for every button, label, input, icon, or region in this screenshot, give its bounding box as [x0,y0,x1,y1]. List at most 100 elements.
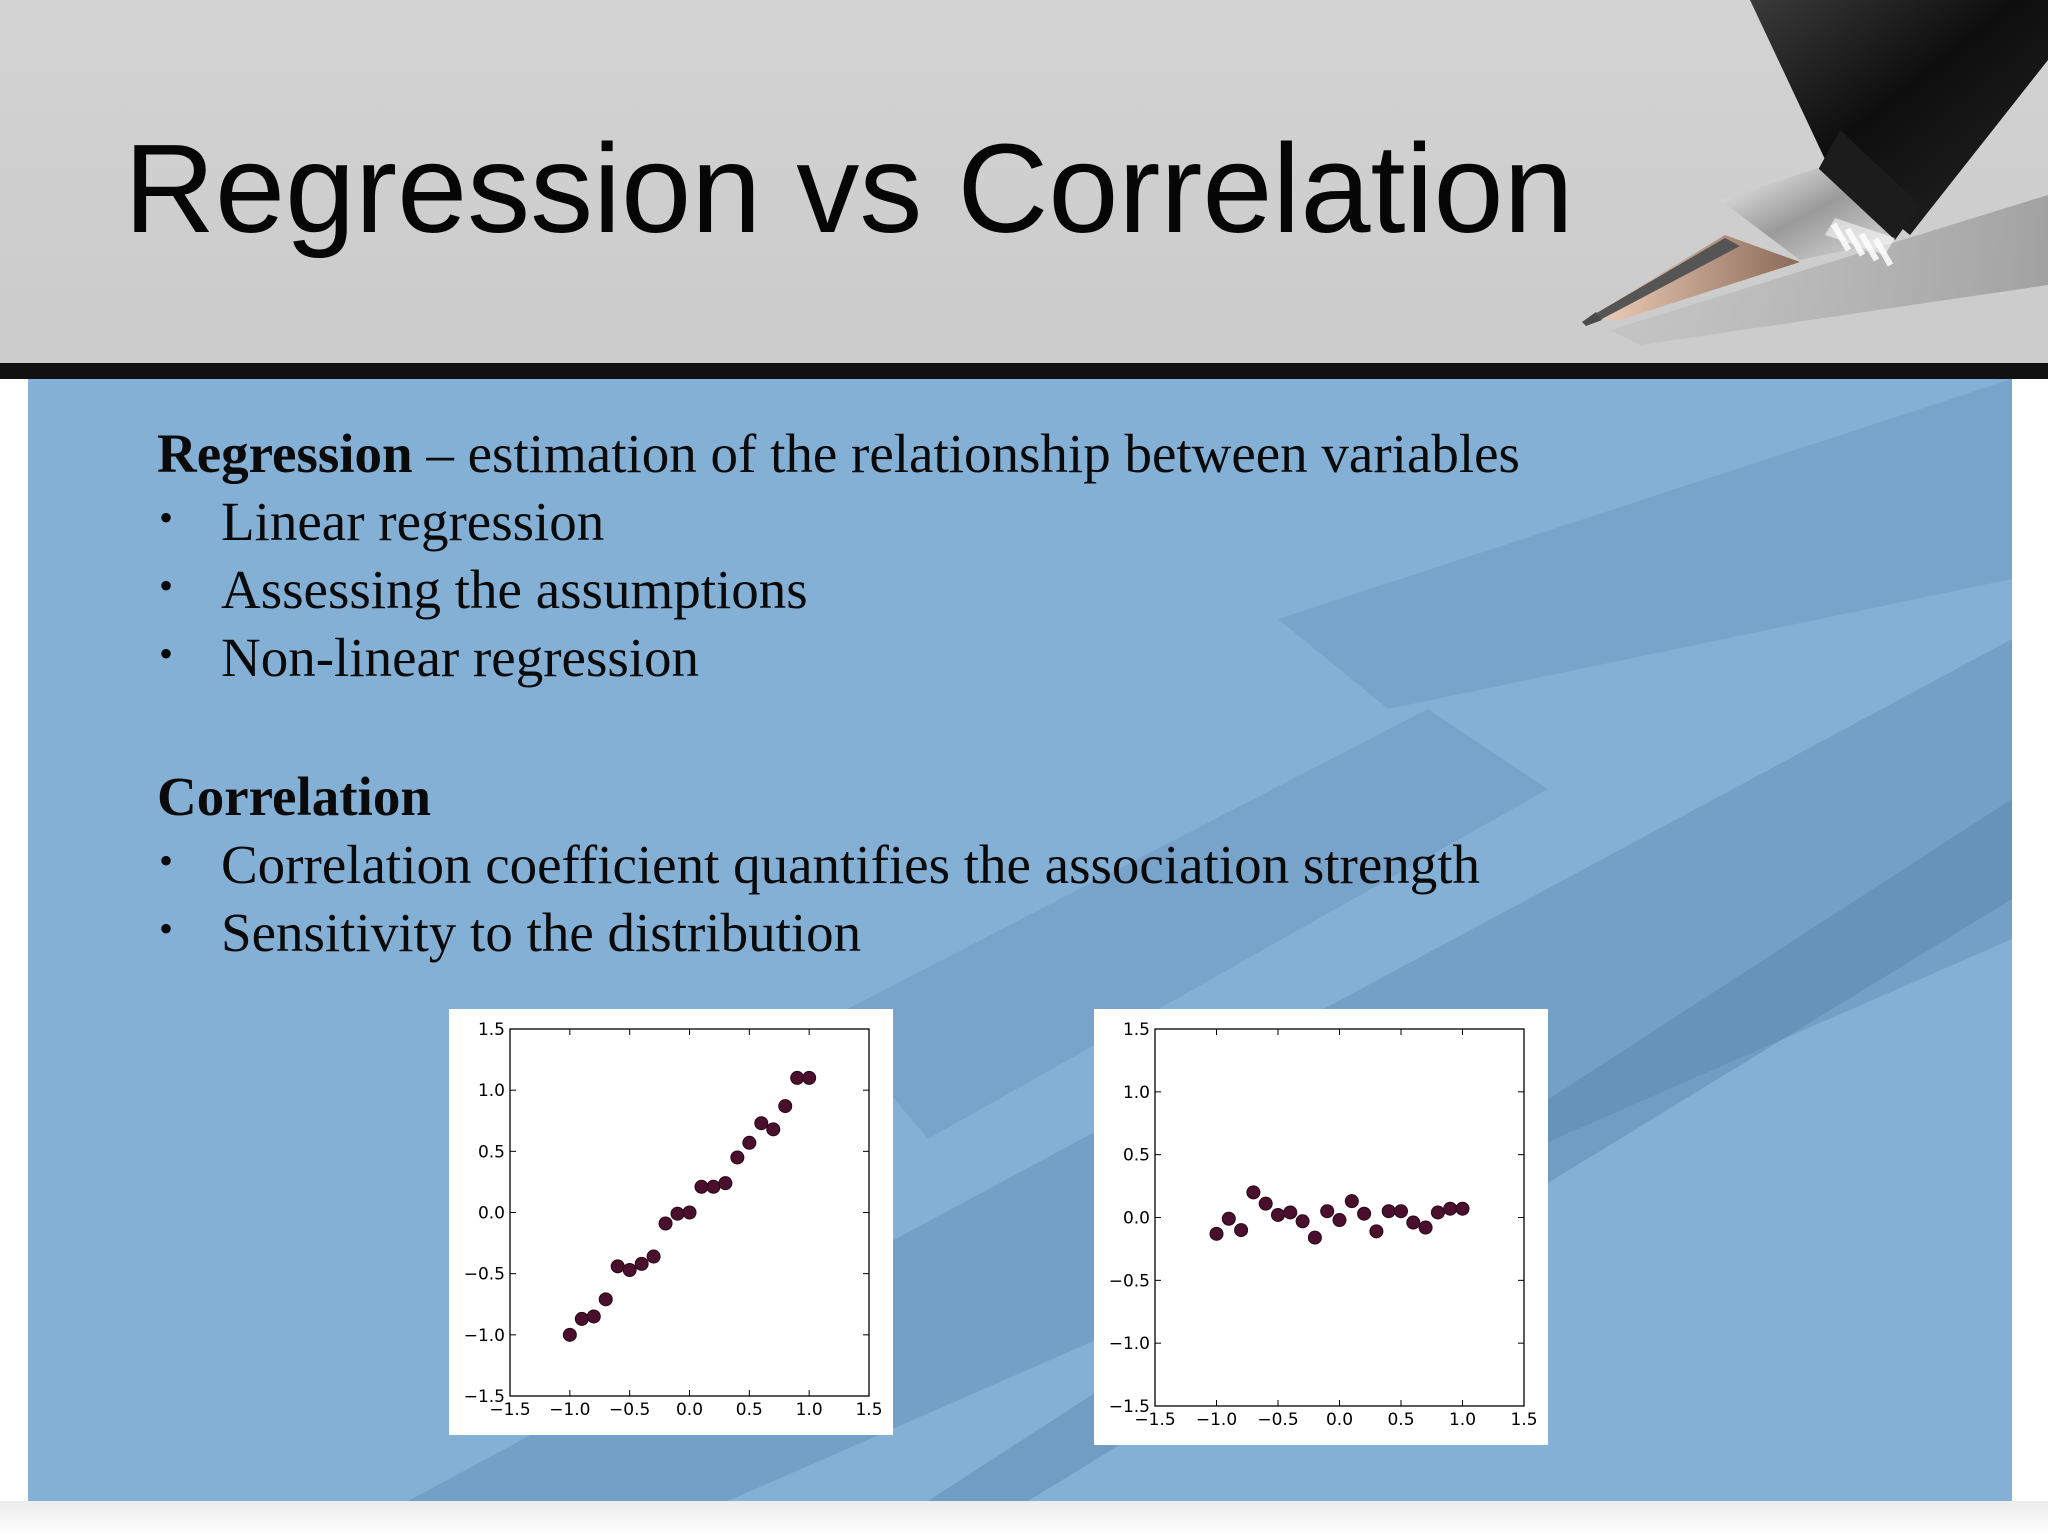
correlation-bullet-list: • Correlation coefficient quantifies the … [157,831,1857,967]
y-tick-label: 1.0 [1123,1083,1150,1103]
bullet-icon: • [159,906,174,951]
data-point [706,1179,721,1194]
bullet-text: Assessing the assumptions [221,559,808,620]
x-tick-label: 0.5 [736,1400,763,1420]
data-point [1307,1230,1322,1245]
y-tick-label: 0.0 [478,1204,505,1224]
y-tick-label: −1.0 [1109,1334,1150,1354]
data-point [1369,1224,1384,1239]
data-point [718,1176,733,1191]
y-tick-label: 1.5 [1123,1020,1150,1040]
x-tick-label: 0.0 [676,1400,703,1420]
bullet-text: Non-linear regression [221,627,700,688]
data-point [802,1070,817,1085]
data-point [1234,1223,1249,1238]
data-point [1332,1213,1347,1228]
x-tick-label: 1.0 [1449,1410,1476,1430]
bullet-text: Sensitivity to the distribution [221,902,862,963]
bullet-item: • Linear regression [157,488,1857,556]
flat-scatter-plot: −1.5 −1.0 −0.5 0.0 0.5 1.0 1.5 −1.5 −1.0 −0.5 0.0 0… [1094,1009,1548,1445]
y-tick-label: −1.0 [464,1326,505,1346]
data-point [694,1179,709,1194]
data-point [598,1292,613,1307]
fountain-pen-image [1582,0,2048,345]
data-point [670,1206,685,1221]
data-point [730,1150,745,1165]
correlation-section: Correlation • Correlation coefficient qua… [157,763,1857,967]
y-tick-label: 0.5 [1123,1146,1150,1166]
data-point [1430,1205,1445,1220]
data-point [646,1249,661,1264]
x-tick-label: −0.5 [609,1400,650,1420]
data-point [754,1116,769,1131]
correlation-heading-line: Correlation [157,763,1857,831]
data-point [1406,1215,1421,1230]
x-tick-label: 1.5 [1510,1410,1537,1430]
data-point [766,1122,781,1137]
data-point [1295,1214,1310,1229]
bullet-icon: • [159,563,174,608]
bullet-text: Correlation coefficient quantifies the a… [221,834,1481,895]
y-tick-label: −1.5 [1109,1397,1150,1417]
data-point [1246,1185,1261,1200]
regression-definition: – estimation of the relationship between… [412,423,1520,484]
bullet-item: • Assessing the assumptions [157,556,1857,624]
x-tick-label: 0.5 [1387,1410,1414,1430]
y-tick-label: −0.5 [1109,1271,1150,1291]
data-point [658,1216,673,1231]
data-point [1381,1204,1396,1219]
bullet-item: • Correlation coefficient quantifies the … [157,831,1857,899]
data-point [1283,1205,1298,1220]
data-point [778,1099,793,1114]
linear-scatter-svg: −1.5 −1.0 −0.5 0.0 0.5 1.0 1.5 −1.5 −1.0 −0.5 0.0 0… [464,1020,883,1420]
bullet-item: • Sensitivity to the distribution [157,899,1857,967]
x-tick-label: −1.5 [1134,1410,1175,1430]
data-point [682,1205,697,1220]
slide-title: Regression vs Correlation [124,118,1574,259]
data-point [574,1311,589,1326]
bullet-text: Linear regression [221,491,605,552]
x-tick-label: 0.0 [1326,1410,1353,1430]
data-point [1344,1194,1359,1209]
data-point [1209,1226,1224,1241]
x-tick-label: −1.0 [549,1400,590,1420]
regression-heading-line: Regression – estimation of the relations… [157,420,1857,488]
title-divider [0,363,2048,379]
regression-section: Regression – estimation of the relations… [157,420,1857,692]
y-tick-label: 1.5 [478,1020,505,1040]
flat-scatter-svg: −1.5 −1.0 −0.5 0.0 0.5 1.0 1.5 −1.5 −1.0 −0.5 0.0 0… [1109,1020,1538,1430]
bullet-icon: • [159,495,174,540]
data-point [1221,1211,1236,1226]
y-tick-label: −0.5 [464,1265,505,1285]
data-point [1455,1201,1470,1216]
linear-scatter-plot: −1.5 −1.0 −0.5 0.0 0.5 1.0 1.5 −1.5 −1.0 −0.5 0.0 0… [449,1009,893,1435]
x-tick-label: −1.0 [1196,1410,1237,1430]
y-tick-label: 0.0 [1123,1209,1150,1229]
y-tick-label: 1.0 [478,1081,505,1101]
bottom-strip [0,1501,2048,1536]
data-point [562,1327,577,1342]
bullet-icon: • [159,838,174,883]
regression-heading: Regression [157,423,413,484]
data-point [1394,1204,1408,1219]
x-tick-label: 1.0 [796,1400,823,1420]
data-point [1418,1220,1433,1235]
x-tick-label: 1.5 [855,1400,882,1420]
data-point [742,1135,757,1150]
x-tick-label: −1.5 [489,1400,530,1420]
data-point [610,1259,625,1274]
bullet-item: • Non-linear regression [157,624,1857,692]
data-point [1258,1196,1273,1211]
data-point [1443,1201,1458,1216]
y-tick-label: 0.5 [478,1142,505,1162]
bullet-icon: • [159,631,174,676]
data-point [586,1309,601,1324]
y-tick-label: −1.5 [464,1387,505,1407]
data-point [1320,1204,1335,1219]
data-point [634,1256,649,1271]
correlation-heading: Correlation [157,766,431,827]
data-point [790,1070,805,1085]
data-point [1357,1206,1372,1221]
data-point [622,1262,637,1277]
data-point [1271,1207,1285,1222]
